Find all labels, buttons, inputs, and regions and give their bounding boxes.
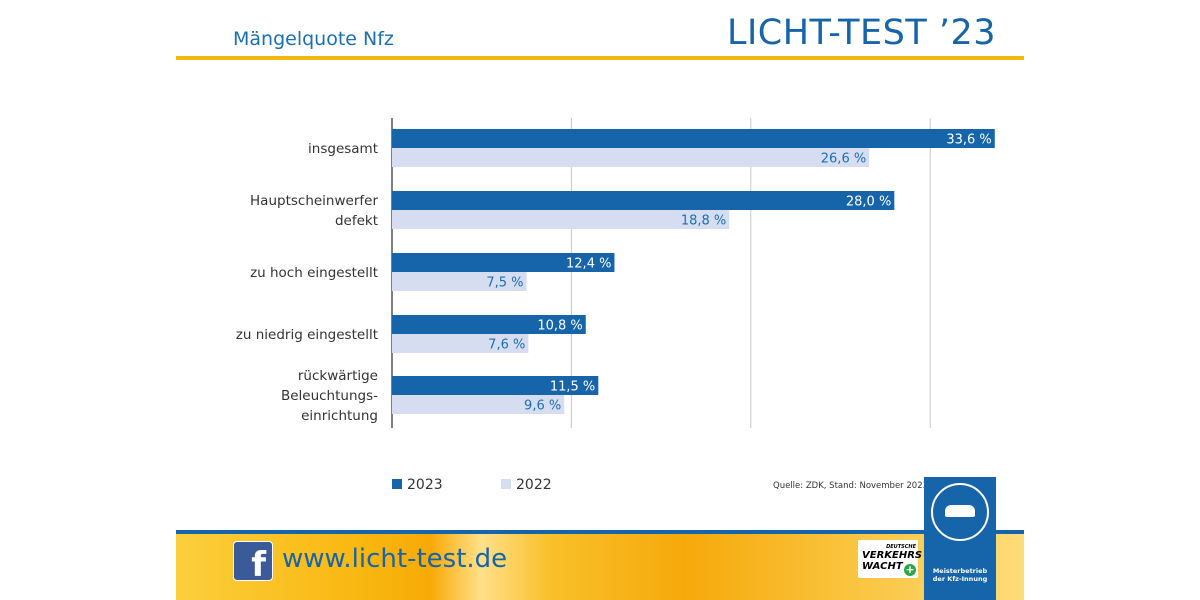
bar-2022-2 [392,272,527,291]
data-label-2022-4: 9,6 % [524,399,561,414]
data-label-2023-3: 10,8 % [537,319,582,334]
badge-text: Meisterbetrieb der Kfz-Innung [927,567,993,583]
bar-2023-4 [392,376,599,395]
chart-subtitle: Mängelquote Nfz [233,28,394,50]
facebook-icon[interactable]: f [233,541,273,585]
badge-text-line1: Meisterbetrieb [932,567,988,575]
category-label-1-0: Hauptscheinwerfer [250,193,378,209]
bar-2023-0 [392,129,995,148]
data-label-2022-0: 26,6 % [821,152,866,167]
kfz-innung-badge: Meisterbetrieb der Kfz-Innung [924,477,996,600]
category-label-4-0: rückwärtige [298,368,378,384]
data-label-2022-1: 18,8 % [681,214,726,229]
data-label-2022-3: 7,6 % [488,338,525,353]
data-label-2023-0: 33,6 % [946,133,991,148]
data-label-2022-2: 7,5 % [486,276,523,291]
data-label-2023-2: 12,4 % [566,257,611,272]
badge-text-line2: der Kfz-Innung [932,575,988,583]
bar-2023-1 [392,191,895,210]
footer-banner: f www.licht-test.de DEUTSCHE VERKEHRS WA… [176,530,1024,600]
verkehrswacht-small-text: DEUTSCHE [886,544,916,550]
website-link[interactable]: www.licht-test.de [282,544,508,574]
plus-icon: + [904,563,916,576]
verkehrswacht-logo: DEUTSCHE VERKEHRS WACHT + [858,540,922,578]
verkehrswacht-line2: WACHT [862,561,903,572]
data-label-2023-1: 28,0 % [846,195,891,210]
verkehrswacht-line1: VERKEHRS [862,550,923,561]
licht-test-logo: LICHT-TEST ’23 [726,13,996,53]
legend-swatch-2023 [392,479,402,489]
legend-swatch-2022 [501,479,511,489]
bar-2022-0 [392,148,870,167]
header-divider [176,56,1024,60]
data-label-2023-4: 11,5 % [550,380,595,395]
bar-2022-4 [392,395,565,414]
car-icon [945,505,975,517]
source-note: Quelle: ZDK, Stand: November 2023 [773,481,929,491]
bar-2023-2 [392,253,615,272]
legend-label-2023: 2023 [407,477,443,493]
bar-chart: 33,6 % 26,6 % insgesamt 28,0 % 18,8 % Hauptsc… [236,118,995,493]
footer-stripe [176,530,1024,534]
category-label-0-0: insgesamt [308,141,378,157]
bar-2023-3 [392,315,586,334]
bar-2022-3 [392,334,529,353]
bar-2022-1 [392,210,730,229]
category-label-3-0: zu niedrig eingestellt [236,327,378,343]
category-label-2-0: zu hoch eingestellt [250,265,378,281]
infographic-frame: Mängelquote Nfz LICHT-TEST ’23 33,6 % 26,… [176,0,1024,600]
category-label-1-1: defekt [335,213,378,229]
category-label-4-2: einrichtung [301,408,378,424]
legend-label-2022: 2022 [516,477,552,493]
category-label-4-1: Beleuchtungs- [281,388,378,404]
kfz-seal-icon [931,483,989,541]
